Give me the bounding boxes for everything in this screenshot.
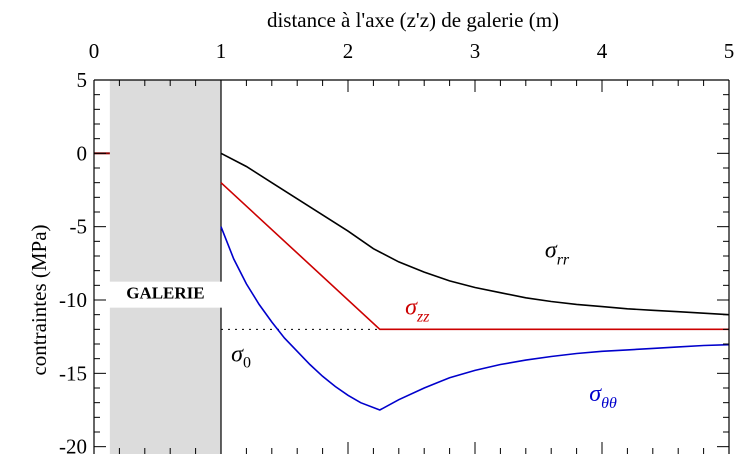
y-tick-label-0: 5 [77, 68, 88, 92]
series-subscript-1: zz [416, 309, 430, 326]
y-tick-label-3: -10 [59, 288, 87, 312]
y-tick-label-1: 0 [77, 141, 88, 165]
x-tick-label-5: 5 [724, 39, 735, 63]
series-label-2: σθθ [589, 381, 617, 412]
series-label-0: σrr [545, 237, 570, 268]
series-line-2 [221, 227, 729, 410]
gallery-label: GALERIE [126, 284, 204, 303]
series-line-1 [221, 183, 729, 330]
sigma0-subscript: 0 [243, 355, 251, 372]
x-tick-label-1: 1 [216, 39, 227, 63]
x-tick-label-3: 3 [470, 39, 481, 63]
x-axis-title: distance à l'axe (z'z) de galerie (m) [267, 8, 559, 32]
sigma0-label: σ0 [231, 342, 251, 372]
x-tick-label-0: 0 [89, 39, 100, 63]
series-line-0 [221, 153, 729, 314]
x-tick-label-2: 2 [343, 39, 354, 63]
x-tick-label-4: 4 [597, 39, 608, 63]
gallery-region [110, 80, 221, 454]
y-tick-label-4: -15 [59, 361, 87, 385]
series-subscript-2: θθ [601, 395, 617, 412]
y-axis-title: contraintes (MPa) [27, 224, 51, 375]
y-tick-label-2: -5 [70, 215, 88, 239]
series-label-1: σzz [405, 295, 430, 326]
y-tick-label-5: -20 [59, 435, 87, 454]
series-subscript-0: rr [557, 251, 570, 268]
